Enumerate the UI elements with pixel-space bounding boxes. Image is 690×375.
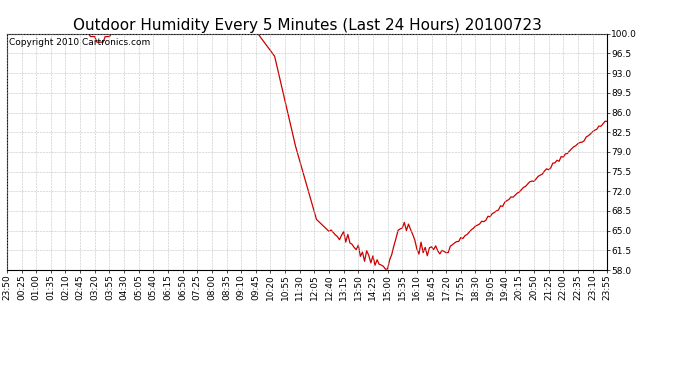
Title: Outdoor Humidity Every 5 Minutes (Last 24 Hours) 20100723: Outdoor Humidity Every 5 Minutes (Last 2… xyxy=(72,18,542,33)
Text: Copyright 2010 Cartronics.com: Copyright 2010 Cartronics.com xyxy=(9,39,150,48)
